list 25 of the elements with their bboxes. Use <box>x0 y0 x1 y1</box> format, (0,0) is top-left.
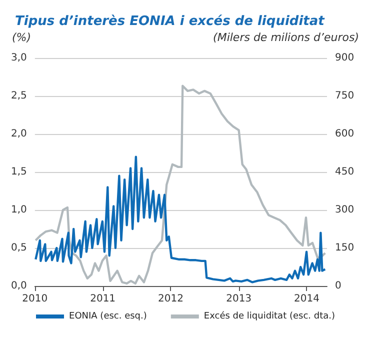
y2-tick-label: 900 <box>335 52 354 64</box>
line-series <box>34 156 326 284</box>
chart-title: Tipus d’interès EONIA i excés de liquiditat <box>15 14 326 29</box>
y2-axis-title: (Milers de milions d’euros) <box>213 31 360 44</box>
x-tick-label: 2011 <box>90 294 116 304</box>
y2-tick-label: 450 <box>335 166 354 178</box>
y-tick-label: 3,0 <box>10 52 27 64</box>
x-tick-label: 2012 <box>158 294 184 304</box>
y-tick-label: 2,5 <box>10 90 27 102</box>
y2-tick-label: 600 <box>335 128 354 140</box>
y-tick-label: 0,0 <box>10 280 27 292</box>
y2-tick-label: 750 <box>335 90 354 102</box>
y-tick-label: 2,0 <box>10 128 27 140</box>
y-tick-label: 1,5 <box>10 166 27 178</box>
y-tick-label: 0,5 <box>10 242 27 254</box>
y-tick-label: 1,0 <box>10 204 27 216</box>
y-axis-title: (%) <box>12 31 32 44</box>
x-tick-label: 2013 <box>226 294 252 304</box>
y2-tick-label: 0 <box>335 280 342 292</box>
x-tick-label: 2014 <box>294 294 320 304</box>
legend-label: Excés de liquiditat (esc. dta.) <box>204 310 336 322</box>
legend-label: EONIA (esc. esq.) <box>69 312 147 322</box>
y2-tick-label: 150 <box>335 242 354 254</box>
x-tick-label: 2010 <box>22 294 48 304</box>
y2-tick-label: 300 <box>335 204 354 216</box>
